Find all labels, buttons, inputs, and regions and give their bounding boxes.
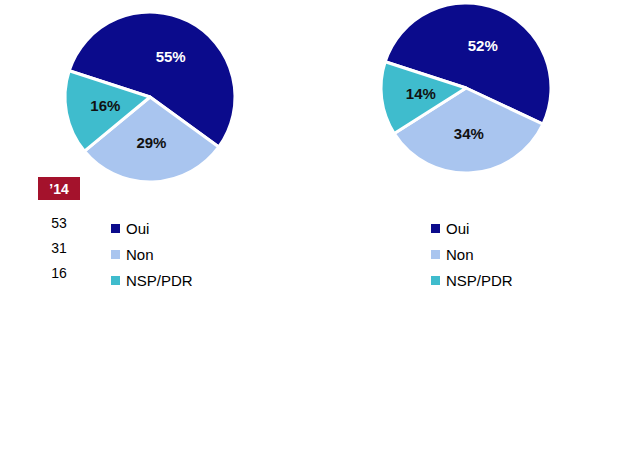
svg-text:Oui: Oui <box>126 220 149 237</box>
svg-text:’14: ’14 <box>49 181 69 197</box>
svg-text:Non: Non <box>126 246 154 263</box>
svg-text:16: 16 <box>51 265 67 281</box>
svg-text:14%: 14% <box>406 85 436 102</box>
svg-text:Non: Non <box>446 246 474 263</box>
svg-text:NSP/PDR: NSP/PDR <box>446 272 513 289</box>
svg-text:Oui: Oui <box>446 220 469 237</box>
svg-text:16%: 16% <box>90 97 120 114</box>
svg-text:55%: 55% <box>156 48 186 65</box>
svg-text:31: 31 <box>51 240 67 256</box>
svg-text:34%: 34% <box>454 125 484 142</box>
svg-text:NSP/PDR: NSP/PDR <box>126 272 193 289</box>
svg-text:53: 53 <box>51 215 67 231</box>
svg-text:29%: 29% <box>136 134 166 151</box>
svg-text:52%: 52% <box>468 37 498 54</box>
